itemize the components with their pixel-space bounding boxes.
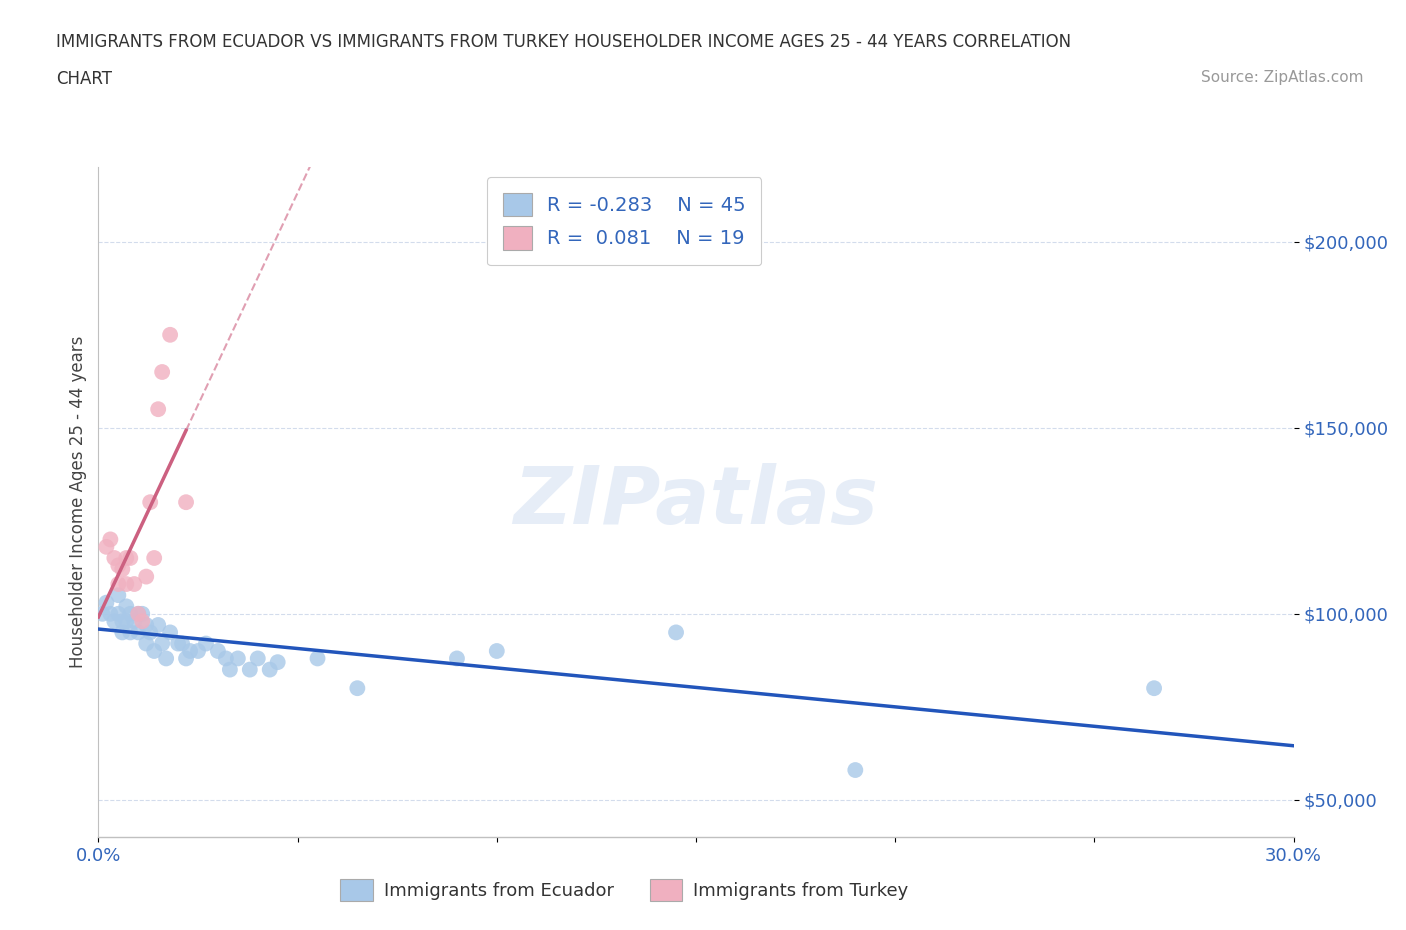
Point (148, 402, 170, 417)
Point (143, 644, 166, 658)
Point (150, 365, 173, 379)
Point (111, 614, 134, 629)
Text: IMMIGRANTS FROM ECUADOR VS IMMIGRANTS FROM TURKEY HOUSEHOLDER INCOME AGES 25 - 4: IMMIGRANTS FROM ECUADOR VS IMMIGRANTS FR… (56, 33, 1071, 50)
Point (194, 636, 218, 651)
Point (172, 636, 194, 651)
Point (135, 636, 157, 651)
Point (115, 577, 138, 591)
Point (239, 662, 262, 677)
Point (167, 636, 190, 651)
Text: Source: ZipAtlas.com: Source: ZipAtlas.com (1201, 70, 1364, 85)
Point (98, 532, 122, 547)
Point (139, 625, 162, 640)
Point (96, 539, 118, 554)
Point (485, 644, 508, 658)
Point (115, 551, 138, 565)
Point (107, 577, 129, 591)
Point (207, 644, 229, 658)
Point (127, 606, 149, 621)
Point (346, 681, 368, 696)
Point (107, 588, 129, 603)
Point (150, 636, 173, 651)
Point (120, 625, 142, 640)
Point (91, 606, 114, 621)
Point (120, 551, 142, 565)
Point (307, 651, 329, 666)
Point (665, 625, 688, 640)
Point (124, 614, 146, 629)
Point (124, 577, 146, 591)
Point (98, 606, 122, 621)
Text: CHART: CHART (56, 70, 112, 87)
Y-axis label: Householder Income Ages 25 - 44 years: Householder Income Ages 25 - 44 years (69, 336, 87, 669)
Point (120, 606, 142, 621)
Point (446, 651, 468, 666)
Point (127, 625, 149, 640)
Point (143, 551, 166, 565)
Text: ZIPatlas: ZIPatlas (513, 463, 879, 541)
Point (148, 618, 170, 632)
Point (135, 618, 157, 632)
Point (135, 569, 157, 584)
Point (844, 763, 866, 777)
Point (131, 614, 153, 629)
Point (179, 644, 201, 658)
Point (174, 651, 197, 666)
Point (103, 614, 125, 629)
Point (267, 655, 290, 670)
Point (107, 558, 129, 573)
Point (103, 551, 125, 565)
Point (174, 495, 197, 510)
Point (219, 662, 242, 677)
Point (1143, 681, 1166, 696)
Point (226, 651, 249, 666)
Point (155, 651, 177, 666)
Point (159, 327, 181, 342)
Point (259, 662, 281, 677)
Point (111, 562, 134, 577)
Point (159, 625, 181, 640)
Point (111, 625, 134, 640)
Point (127, 606, 149, 621)
Point (187, 644, 209, 658)
Point (139, 495, 162, 510)
Point (115, 599, 138, 614)
Point (246, 651, 269, 666)
Legend: Immigrants from Ecuador, Immigrants from Turkey: Immigrants from Ecuador, Immigrants from… (333, 871, 915, 909)
Point (131, 606, 153, 621)
Point (215, 651, 238, 666)
Point (107, 606, 129, 621)
Point (115, 614, 138, 629)
Point (96, 595, 118, 610)
